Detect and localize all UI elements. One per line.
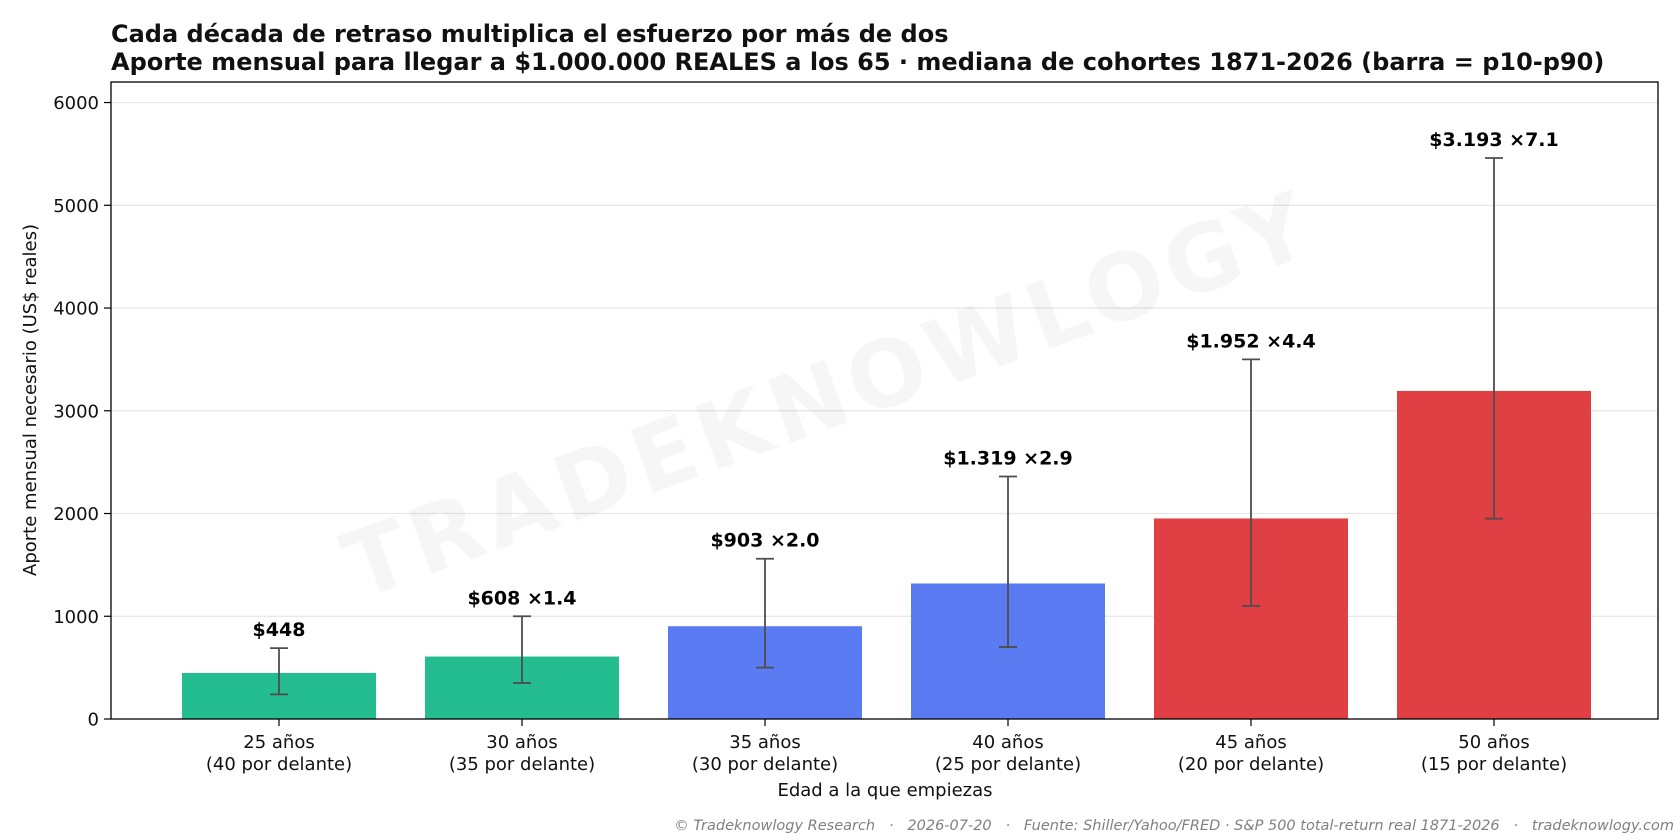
- y-tick-label: 3000: [53, 401, 99, 422]
- data-label: $608 ×1.4: [467, 587, 576, 609]
- x-tick-label: 50 años: [1458, 732, 1529, 753]
- y-axis-ticks: 0 1000 2000 3000 4000 5000 6000: [53, 93, 111, 731]
- x-tick-label: 45 años: [1215, 732, 1286, 753]
- y-tick-label: 0: [88, 710, 99, 731]
- y-tick-label: 2000: [53, 504, 99, 525]
- x-axis-label: Edad a la que empiezas: [777, 780, 992, 801]
- y-tick-label: 4000: [53, 299, 99, 320]
- y-tick-label: 5000: [53, 196, 99, 217]
- data-label: $1.952 ×4.4: [1186, 330, 1316, 352]
- x-tick-label: 35 años: [729, 732, 800, 753]
- y-tick-label: 1000: [53, 607, 99, 628]
- plot-frame: [110, 81, 1659, 720]
- data-label: $3.193 ×7.1: [1429, 129, 1559, 151]
- x-tick-sublabel: (35 por delante): [449, 754, 595, 775]
- data-label: $1.319 ×2.9: [943, 448, 1073, 470]
- chart-title: Cada década de retraso multiplica el esf…: [111, 20, 948, 48]
- bars: [182, 390, 1591, 719]
- chart-subtitle: Aporte mensual para llegar a $1.000.000 …: [111, 48, 1604, 76]
- x-tick-label: 40 años: [972, 732, 1043, 753]
- x-tick-sublabel: (25 por delante): [935, 754, 1081, 775]
- y-tick-label: 6000: [53, 93, 99, 114]
- x-tick-sublabel: (15 por delante): [1421, 754, 1567, 775]
- footer-credit: © Tradeknowlogy Research · 2026-07-20 · …: [674, 818, 1674, 834]
- x-tick-sublabel: (30 por delante): [692, 754, 838, 775]
- data-label: $903 ×2.0: [710, 530, 819, 552]
- x-tick-label: 25 años: [243, 732, 314, 753]
- x-axis-ticks: 25 años(40 por delante) 30 años(35 por de…: [206, 719, 1567, 775]
- x-tick-label: 30 años: [486, 732, 557, 753]
- y-axis-label: Aporte mensual necesario (US$ reales): [20, 224, 41, 576]
- x-tick-sublabel: (40 por delante): [206, 754, 352, 775]
- x-tick-sublabel: (20 por delante): [1178, 754, 1324, 775]
- data-label: $448: [253, 619, 306, 641]
- error-bars: [270, 157, 1503, 696]
- data-labels: $448 $608 ×1.4 $903 ×2.0 $1.319 ×2.9 $1.952 …: [253, 129, 1559, 641]
